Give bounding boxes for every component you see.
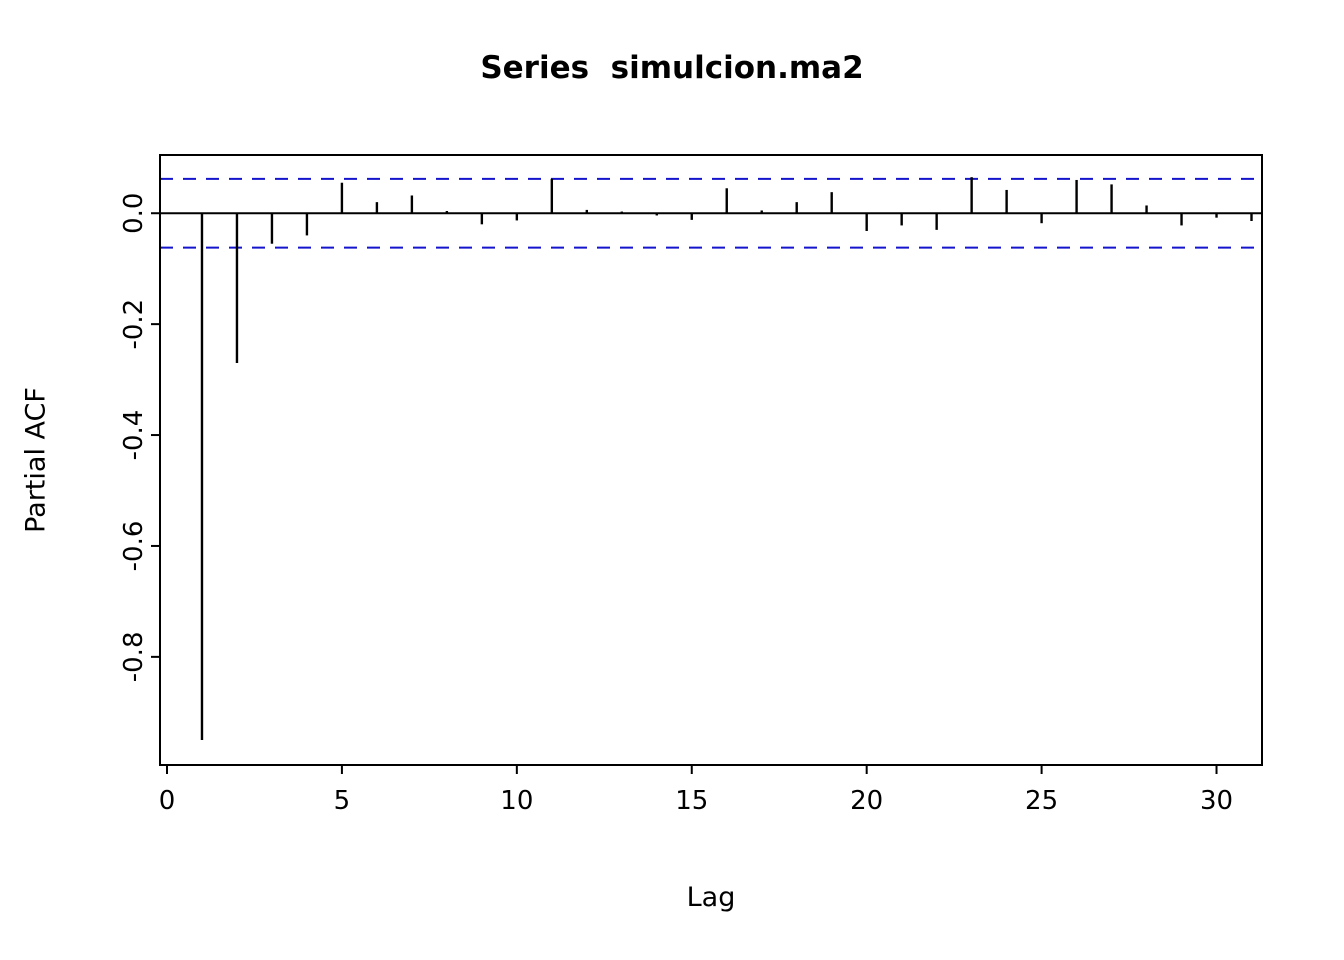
y-tick-label: -0.2 — [119, 299, 149, 350]
plot-box — [159, 154, 1263, 766]
y-tick-label: -0.8 — [119, 631, 149, 682]
chart-title: Series simulcion.ma2 — [480, 50, 864, 86]
y-tick-label: -0.4 — [119, 410, 149, 461]
y-tick-label: -0.6 — [119, 521, 149, 572]
x-axis-label: Lag — [686, 882, 736, 913]
y-axis-label: Partial ACF — [20, 387, 52, 533]
x-tick-label: 5 — [334, 786, 351, 816]
y-tick-label: 0.0 — [119, 193, 149, 234]
x-tick-label: 30 — [1200, 786, 1233, 816]
x-tick-label: 25 — [1025, 786, 1058, 816]
x-tick-label: 10 — [500, 786, 533, 816]
x-tick-label: 15 — [675, 786, 708, 816]
x-tick-label: 20 — [850, 786, 883, 816]
x-tick-label: 0 — [159, 786, 176, 816]
